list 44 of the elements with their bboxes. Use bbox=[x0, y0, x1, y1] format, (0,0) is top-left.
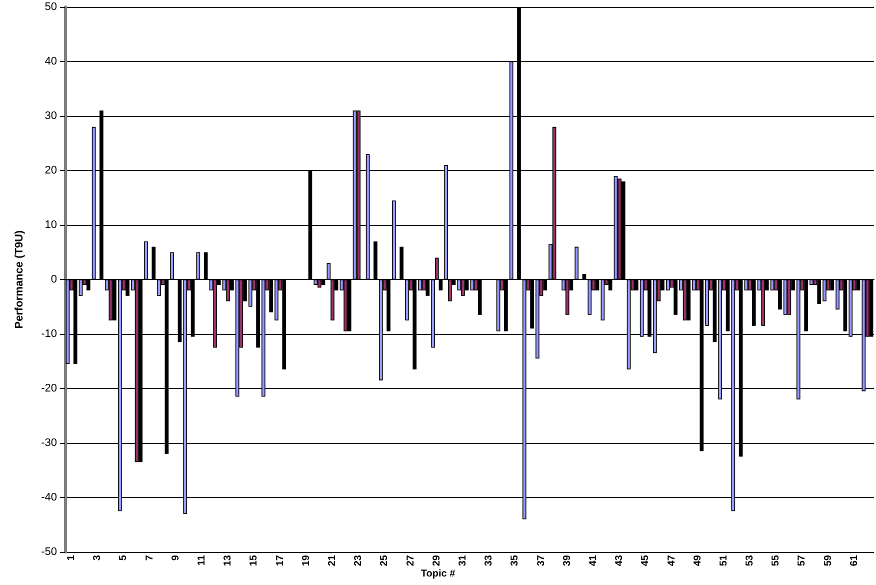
x-tick-label: 7 bbox=[144, 554, 156, 561]
x-tick-label: 25 bbox=[379, 554, 390, 566]
x-tick-label: 53 bbox=[744, 554, 756, 566]
x-tick-label: 31 bbox=[457, 554, 468, 566]
x-tick-label: 11 bbox=[196, 554, 208, 566]
x-tick-label: 15 bbox=[248, 554, 260, 566]
x-tick-label: 49 bbox=[692, 554, 704, 566]
x-tick-label: 35 bbox=[510, 554, 521, 566]
x-tick-label: 33 bbox=[484, 554, 495, 566]
x-tick-label: 27 bbox=[405, 554, 416, 566]
x-tick-label: 55 bbox=[770, 554, 782, 566]
y-tick-label: -10 bbox=[41, 328, 57, 340]
y-tick-label: 50 bbox=[44, 1, 57, 13]
y-tick-label: -50 bbox=[41, 546, 57, 558]
x-tick-label: 3 bbox=[92, 554, 104, 561]
x-tick-label: 19 bbox=[300, 554, 312, 566]
y-tick-label: -40 bbox=[41, 492, 57, 504]
y-tick-label: -20 bbox=[41, 382, 57, 394]
x-tick-label: 51 bbox=[718, 554, 730, 566]
x-axis-title: Topic # bbox=[420, 568, 456, 580]
x-tick-label: 59 bbox=[822, 554, 834, 566]
x-tick-label: 1 bbox=[66, 554, 78, 561]
x-tick-label: 9 bbox=[170, 554, 182, 561]
x-tick-label: 5 bbox=[118, 554, 130, 561]
x-tick-label: 39 bbox=[562, 554, 573, 566]
x-tick-label: 21 bbox=[326, 554, 338, 566]
x-tick-label: 13 bbox=[222, 554, 234, 566]
y-axis-title: Performance (T9U) bbox=[14, 230, 26, 329]
x-tick-label: 37 bbox=[536, 554, 547, 566]
x-tick-label: 23 bbox=[353, 554, 364, 566]
x-tick-label: 17 bbox=[274, 554, 286, 566]
x-tick-label: 41 bbox=[588, 554, 599, 566]
x-tick-label: 57 bbox=[796, 554, 808, 566]
y-tick-label: 0 bbox=[50, 274, 57, 286]
y-tick-label: 40 bbox=[44, 56, 57, 68]
y-tick-label: -30 bbox=[41, 437, 57, 449]
x-tick-label: 61 bbox=[848, 554, 860, 566]
y-tick-label: 10 bbox=[44, 219, 57, 231]
x-tick-label: 45 bbox=[640, 554, 652, 566]
x-tick-label: 47 bbox=[666, 554, 678, 566]
x-tick-label: 29 bbox=[431, 554, 442, 566]
y-tick-label: 30 bbox=[44, 110, 57, 122]
x-tick-label: 43 bbox=[614, 554, 626, 566]
y-tick-label: 20 bbox=[44, 164, 57, 176]
